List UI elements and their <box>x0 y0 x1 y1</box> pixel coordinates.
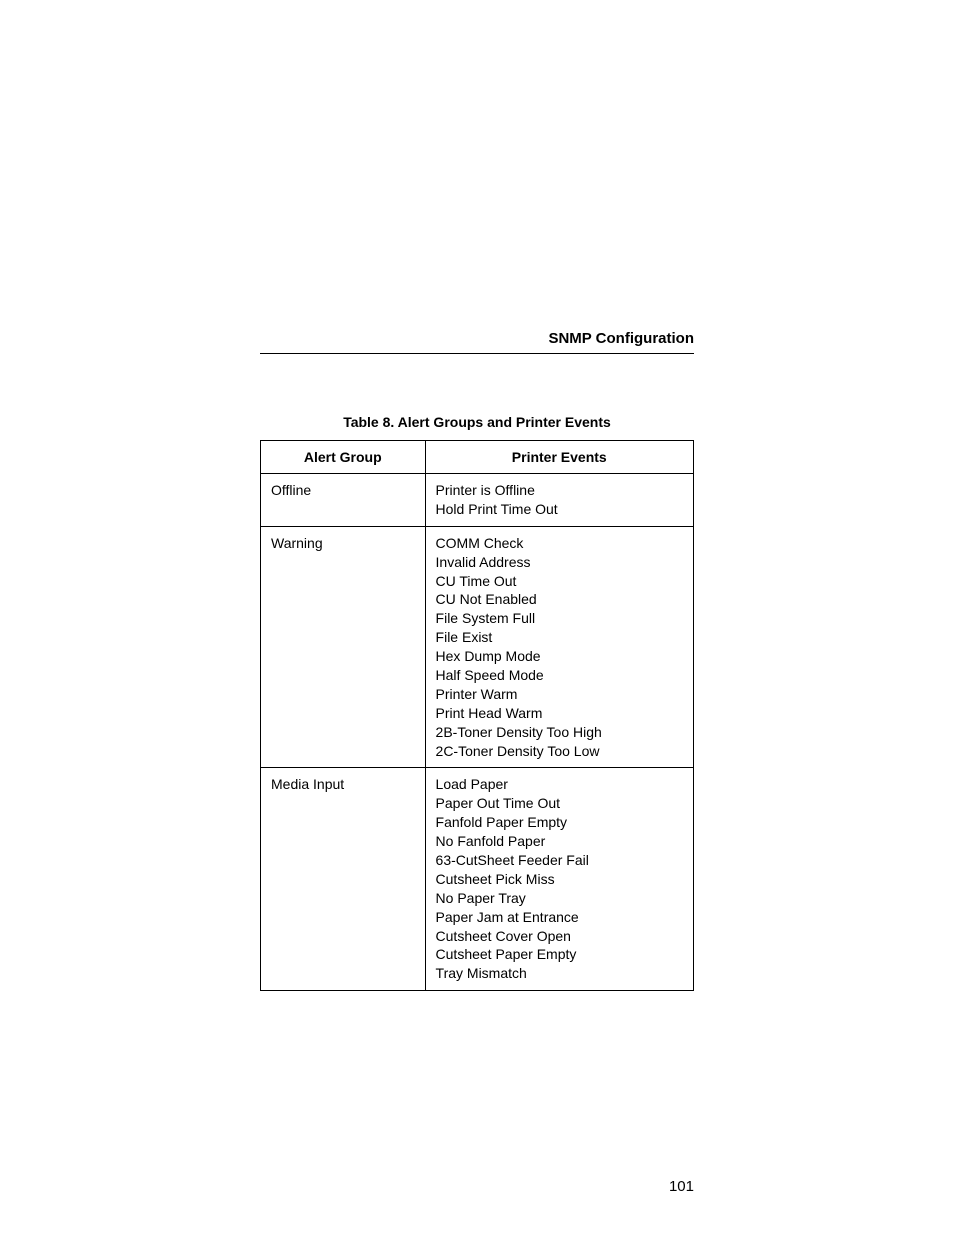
printer-event: Half Speed Mode <box>436 666 683 685</box>
printer-event: CU Time Out <box>436 572 683 591</box>
printer-event: 63-CutSheet Feeder Fail <box>436 851 683 870</box>
printer-event: Printer is Offline <box>436 481 683 500</box>
printer-events-cell: COMM Check Invalid Address CU Time Out C… <box>425 526 693 768</box>
printer-event: Hold Print Time Out <box>436 500 683 519</box>
table-header-alert-group: Alert Group <box>261 441 426 474</box>
printer-events-cell: Load Paper Paper Out Time Out Fanfold Pa… <box>425 768 693 991</box>
page-number: 101 <box>669 1178 694 1195</box>
alert-group-cell: Warning <box>261 526 426 768</box>
table-row: Offline Printer is Offline Hold Print Ti… <box>261 474 694 527</box>
table-header-printer-events: Printer Events <box>425 441 693 474</box>
table-row: Warning COMM Check Invalid Address CU Ti… <box>261 526 694 768</box>
printer-event: No Paper Tray <box>436 889 683 908</box>
printer-event: 2B-Toner Density Too High <box>436 723 683 742</box>
alert-groups-table: Alert Group Printer Events Offline Print… <box>260 440 694 991</box>
printer-event: Cutsheet Pick Miss <box>436 870 683 889</box>
printer-event: Printer Warm <box>436 685 683 704</box>
printer-event: Paper Jam at Entrance <box>436 908 683 927</box>
printer-event: Cutsheet Paper Empty <box>436 945 683 964</box>
alert-group-cell: Offline <box>261 474 426 527</box>
printer-event: Load Paper <box>436 775 683 794</box>
section-title: SNMP Configuration <box>260 330 694 354</box>
printer-event: CU Not Enabled <box>436 590 683 609</box>
printer-events-cell: Printer is Offline Hold Print Time Out <box>425 474 693 527</box>
table-row: Media Input Load Paper Paper Out Time Ou… <box>261 768 694 991</box>
printer-event: Hex Dump Mode <box>436 647 683 666</box>
table-caption: Table 8. Alert Groups and Printer Events <box>260 414 694 430</box>
printer-event: Invalid Address <box>436 553 683 572</box>
printer-event: Cutsheet Cover Open <box>436 927 683 946</box>
printer-event: Tray Mismatch <box>436 964 683 983</box>
printer-event: COMM Check <box>436 534 683 553</box>
printer-event: Paper Out Time Out <box>436 794 683 813</box>
printer-event: 2C-Toner Density Too Low <box>436 742 683 761</box>
printer-event: Fanfold Paper Empty <box>436 813 683 832</box>
printer-event: Print Head Warm <box>436 704 683 723</box>
alert-group-cell: Media Input <box>261 768 426 991</box>
printer-event: File Exist <box>436 628 683 647</box>
printer-event: No Fanfold Paper <box>436 832 683 851</box>
printer-event: File System Full <box>436 609 683 628</box>
